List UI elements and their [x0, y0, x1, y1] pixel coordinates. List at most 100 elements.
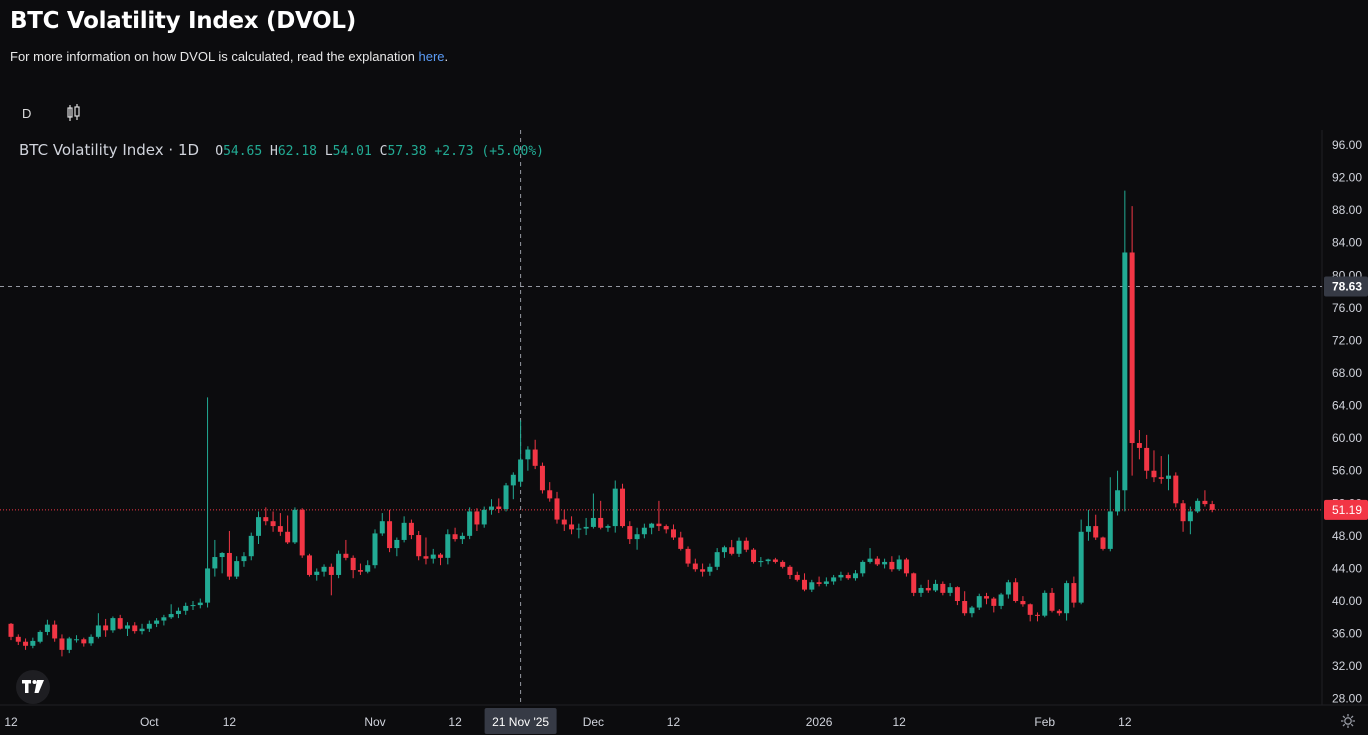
candle-body-up — [212, 557, 218, 569]
candle-body-up — [292, 509, 298, 543]
x-tick-label: Oct — [140, 715, 159, 729]
candle-body-up — [1078, 531, 1084, 603]
candle-body-down — [343, 553, 349, 558]
candle-body-down — [692, 563, 698, 570]
candle-body-down — [663, 526, 669, 530]
legend-open-value: 54.65 — [223, 144, 263, 159]
candle-body-down — [903, 559, 909, 574]
candle-body-up — [379, 521, 385, 534]
candle-body-up — [831, 577, 837, 582]
candle-body-up — [969, 607, 975, 614]
candle-body-down — [117, 618, 123, 629]
legend: BTC Volatility Index · 1D O54.65 H62.18 … — [19, 141, 544, 159]
candle-body-up — [1085, 526, 1091, 532]
candle-body-up — [1064, 583, 1070, 614]
x-tick-label: 12 — [223, 715, 237, 729]
candle-body-down — [751, 549, 757, 562]
candle-body-down — [226, 552, 232, 577]
candle-body-up — [736, 540, 742, 554]
y-tick-label: 92.00 — [1332, 171, 1362, 185]
candle-body-up — [197, 602, 203, 606]
candle-body-down — [925, 587, 931, 591]
candle-body-up — [714, 552, 720, 567]
candle-body-down — [547, 490, 553, 499]
candle-body-down — [1049, 592, 1055, 611]
candle-body-down — [911, 573, 917, 593]
candle-body-up — [205, 568, 211, 603]
candle-body-up — [66, 638, 72, 650]
y-tick-label: 36.00 — [1332, 627, 1362, 641]
candle-body-down — [598, 517, 604, 528]
candle-body-up — [168, 614, 174, 618]
candlestick-icon[interactable] — [66, 103, 82, 128]
legend-change: +2.73 (+5.00%) — [434, 144, 544, 159]
candle-body-down — [1158, 477, 1164, 479]
y-tick-label: 88.00 — [1332, 203, 1362, 217]
candle-body-up — [576, 528, 582, 530]
candle-body-down — [1027, 604, 1033, 615]
candle-body-down — [656, 523, 662, 527]
candle-body-up — [161, 617, 167, 621]
candle-body-down — [387, 521, 393, 549]
candle-body-up — [933, 583, 939, 591]
candle-body-down — [539, 465, 545, 491]
candle-body-up — [976, 596, 982, 608]
candle-body-up — [947, 587, 953, 593]
candle-body-down — [729, 547, 735, 554]
candle-body-up — [314, 571, 320, 575]
candle-body-up — [510, 474, 516, 486]
candle-body-down — [496, 506, 502, 509]
candle-body-down — [1202, 500, 1208, 505]
candle-body-down — [357, 570, 363, 572]
candle-body-down — [15, 636, 21, 642]
tradingview-logo-icon[interactable] — [16, 670, 50, 704]
candle-body-up — [190, 605, 196, 607]
candle-body-down — [772, 559, 778, 562]
explanation-link[interactable]: here — [418, 49, 445, 64]
candle-body-down — [954, 587, 960, 602]
candle-body-up — [481, 509, 487, 525]
candle-body-down — [1013, 582, 1019, 602]
y-tick-label: 28.00 — [1332, 692, 1362, 706]
candle-body-down — [132, 625, 138, 632]
candle-body-up — [896, 559, 902, 570]
candle-body-up — [430, 554, 436, 559]
candle-body-down — [532, 449, 538, 466]
candle-body-up — [583, 526, 589, 529]
candle-body-up — [758, 561, 764, 563]
interval-button[interactable]: D — [22, 106, 32, 121]
candle-body-down — [678, 537, 684, 549]
candle-body-down — [569, 524, 575, 530]
candle-body-up — [634, 534, 640, 540]
candle-body-down — [328, 566, 334, 575]
candle-body-up — [44, 624, 50, 632]
candle-body-down — [794, 574, 800, 580]
candle-body-up — [1042, 592, 1048, 616]
candle-body-down — [285, 531, 291, 543]
x-tick-label: 2026 — [806, 715, 833, 729]
candlestick-chart[interactable]: 28.0032.0036.0040.0044.0048.0052.0056.00… — [0, 130, 1368, 735]
y-tick-label: 96.00 — [1332, 138, 1362, 152]
candle-body-up — [336, 553, 342, 575]
candle-body-up — [852, 573, 858, 579]
candle-body-up — [823, 581, 829, 584]
candle-body-down — [350, 557, 356, 571]
y-tick-label: 64.00 — [1332, 399, 1362, 413]
candle-body-up — [590, 517, 596, 527]
chart-area[interactable]: 28.0032.0036.0040.0044.0048.0052.0056.00… — [0, 130, 1368, 735]
candle-body-up — [1187, 511, 1193, 522]
candle-body-down — [802, 579, 808, 590]
candle-body-down — [1020, 601, 1026, 605]
settings-gear-icon[interactable] — [1340, 713, 1356, 734]
candle-body-up — [365, 565, 371, 572]
candle-body-down — [1180, 503, 1186, 522]
candle-body-up — [525, 449, 531, 460]
x-tick-label: 12 — [667, 715, 681, 729]
candle-body-down — [423, 556, 429, 559]
candle-body-up — [459, 535, 465, 540]
candle-body-up — [518, 459, 524, 482]
candle-body-down — [1129, 252, 1135, 444]
x-tick-label: Nov — [364, 715, 385, 729]
candle-body-up — [765, 559, 771, 562]
candle-body-down — [81, 639, 87, 644]
